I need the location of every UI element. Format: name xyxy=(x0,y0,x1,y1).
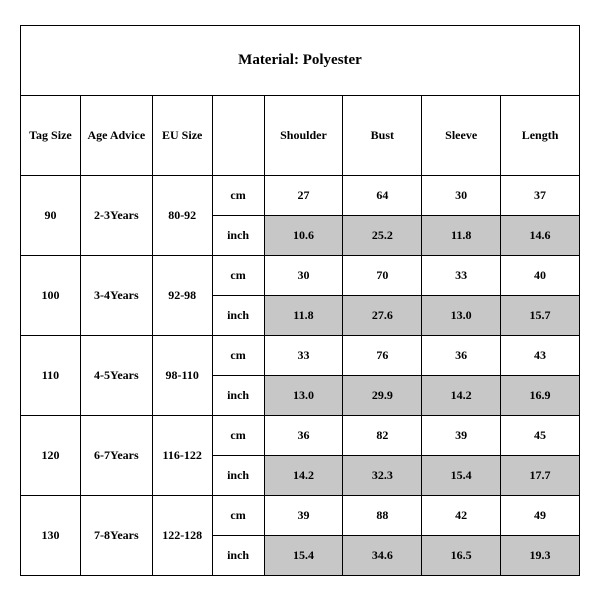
cell-unit-inch: inch xyxy=(212,215,264,255)
cell-inch: 34.6 xyxy=(343,535,422,575)
cell-age: 7-8Years xyxy=(80,495,152,575)
cell-tag: 100 xyxy=(21,255,81,335)
cell-unit-cm: cm xyxy=(212,175,264,215)
cell-unit-cm: cm xyxy=(212,495,264,535)
cell-inch: 10.6 xyxy=(264,215,343,255)
cell-unit-cm: cm xyxy=(212,255,264,295)
cell-inch: 11.8 xyxy=(422,215,501,255)
cell-tag: 130 xyxy=(21,495,81,575)
cell-tag: 90 xyxy=(21,175,81,255)
cell-unit-inch: inch xyxy=(212,375,264,415)
cell-cm: 43 xyxy=(501,335,580,375)
cell-inch: 15.7 xyxy=(501,295,580,335)
header-row: Tag Size Age Advice EU Size Shoulder Bus… xyxy=(21,95,580,175)
cell-unit-cm: cm xyxy=(212,335,264,375)
table-row: 1206-7Years116-122cm36823945 xyxy=(21,415,580,455)
cell-eu: 92-98 xyxy=(152,255,212,335)
cell-eu: 116-122 xyxy=(152,415,212,495)
cell-cm: 45 xyxy=(501,415,580,455)
col-bust: Bust xyxy=(343,95,422,175)
cell-unit-inch: inch xyxy=(212,455,264,495)
cell-unit-cm: cm xyxy=(212,415,264,455)
cell-cm: 82 xyxy=(343,415,422,455)
cell-cm: 36 xyxy=(422,335,501,375)
cell-inch: 32.3 xyxy=(343,455,422,495)
cell-inch: 17.7 xyxy=(501,455,580,495)
cell-eu: 80-92 xyxy=(152,175,212,255)
cell-age: 4-5Years xyxy=(80,335,152,415)
cell-inch: 16.5 xyxy=(422,535,501,575)
table-body: 902-3Years80-92cm27643037inch10.625.211.… xyxy=(21,175,580,575)
cell-inch: 14.2 xyxy=(264,455,343,495)
cell-cm: 33 xyxy=(422,255,501,295)
table-row: 1003-4Years92-98cm30703340 xyxy=(21,255,580,295)
cell-tag: 110 xyxy=(21,335,81,415)
cell-inch: 19.3 xyxy=(501,535,580,575)
col-age-advice: Age Advice xyxy=(80,95,152,175)
cell-inch: 15.4 xyxy=(422,455,501,495)
col-unit xyxy=(212,95,264,175)
cell-cm: 39 xyxy=(264,495,343,535)
table-row: 902-3Years80-92cm27643037 xyxy=(21,175,580,215)
cell-cm: 37 xyxy=(501,175,580,215)
cell-inch: 13.0 xyxy=(264,375,343,415)
title-row: Material: Polyester xyxy=(21,25,580,95)
cell-cm: 88 xyxy=(343,495,422,535)
table-title: Material: Polyester xyxy=(21,25,580,95)
cell-cm: 39 xyxy=(422,415,501,455)
cell-inch: 16.9 xyxy=(501,375,580,415)
cell-cm: 27 xyxy=(264,175,343,215)
cell-cm: 70 xyxy=(343,255,422,295)
cell-tag: 120 xyxy=(21,415,81,495)
table-row: 1104-5Years98-110cm33763643 xyxy=(21,335,580,375)
table-row: 1307-8Years122-128cm39884249 xyxy=(21,495,580,535)
cell-cm: 40 xyxy=(501,255,580,295)
cell-inch: 15.4 xyxy=(264,535,343,575)
cell-cm: 30 xyxy=(264,255,343,295)
cell-inch: 13.0 xyxy=(422,295,501,335)
cell-inch: 25.2 xyxy=(343,215,422,255)
cell-unit-inch: inch xyxy=(212,535,264,575)
size-chart: Material: Polyester Tag Size Age Advice … xyxy=(20,25,580,576)
cell-age: 2-3Years xyxy=(80,175,152,255)
col-tag-size: Tag Size xyxy=(21,95,81,175)
cell-unit-inch: inch xyxy=(212,295,264,335)
cell-cm: 30 xyxy=(422,175,501,215)
size-table: Material: Polyester Tag Size Age Advice … xyxy=(20,25,580,576)
cell-cm: 76 xyxy=(343,335,422,375)
cell-eu: 98-110 xyxy=(152,335,212,415)
cell-cm: 49 xyxy=(501,495,580,535)
cell-cm: 33 xyxy=(264,335,343,375)
col-shoulder: Shoulder xyxy=(264,95,343,175)
col-sleeve: Sleeve xyxy=(422,95,501,175)
cell-eu: 122-128 xyxy=(152,495,212,575)
cell-cm: 36 xyxy=(264,415,343,455)
cell-inch: 29.9 xyxy=(343,375,422,415)
cell-age: 3-4Years xyxy=(80,255,152,335)
cell-inch: 14.2 xyxy=(422,375,501,415)
cell-inch: 11.8 xyxy=(264,295,343,335)
col-eu-size: EU Size xyxy=(152,95,212,175)
cell-age: 6-7Years xyxy=(80,415,152,495)
col-length: Length xyxy=(501,95,580,175)
cell-cm: 64 xyxy=(343,175,422,215)
cell-inch: 27.6 xyxy=(343,295,422,335)
cell-cm: 42 xyxy=(422,495,501,535)
cell-inch: 14.6 xyxy=(501,215,580,255)
